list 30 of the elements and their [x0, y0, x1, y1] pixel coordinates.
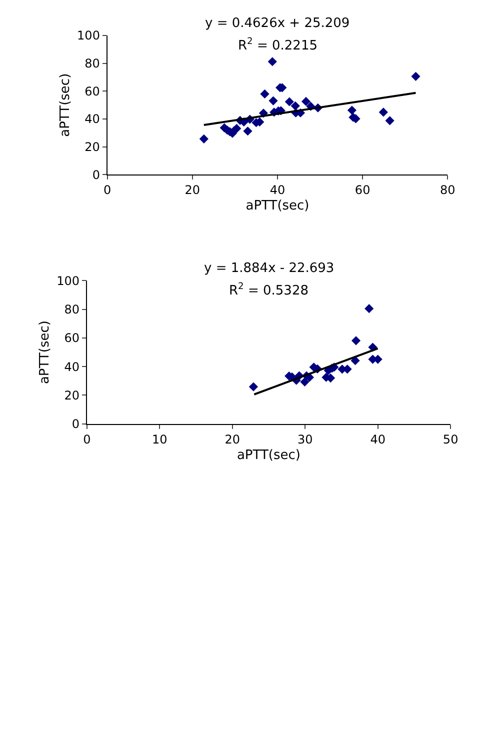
- x-tick-label: 10: [152, 432, 168, 446]
- y-tick-label: 80: [84, 56, 100, 71]
- y-tick-label: 20: [84, 140, 100, 154]
- y-axis-title: aPTT(sec): [38, 320, 53, 384]
- x-tick-label: 20: [224, 432, 240, 446]
- annotation: R$^{2}$ = 0.2215: [238, 37, 318, 54]
- y-tick-label: 60: [84, 84, 100, 98]
- x-tick-label: 60: [354, 183, 370, 198]
- text: y = 0.4626x + 25.209: [205, 16, 350, 31]
- x-tick-label: 50: [442, 432, 458, 446]
- x-tick-label: 30: [297, 432, 313, 446]
- y-tick-label: 20: [64, 388, 80, 402]
- text: y = 1.884x - 22.693: [204, 261, 334, 276]
- y-tick-label: 60: [64, 331, 80, 346]
- y-tick-label: 80: [64, 302, 80, 317]
- x-tick-label: 40: [370, 432, 386, 446]
- y-tick-label: 0: [92, 168, 100, 182]
- annotation: R$^{2}$ = 0.5328: [229, 282, 308, 298]
- x-axis-title: aPTT(sec): [236, 448, 300, 463]
- y-tick-label: 40: [84, 112, 100, 126]
- y-tick-label: 100: [56, 274, 80, 288]
- y-axis-title: aPTT(sec): [58, 73, 73, 137]
- x-tick-label: 80: [440, 183, 456, 198]
- x-tick-label: 40: [270, 183, 286, 198]
- y-tick-label: 0: [72, 417, 80, 432]
- x-tick-label: 0: [104, 183, 112, 198]
- x-axis-title: aPTT(sec): [246, 198, 310, 214]
- y-tick-label: 40: [64, 360, 80, 374]
- x-tick-label: 20: [184, 183, 200, 198]
- y-tick-label: 100: [77, 28, 100, 43]
